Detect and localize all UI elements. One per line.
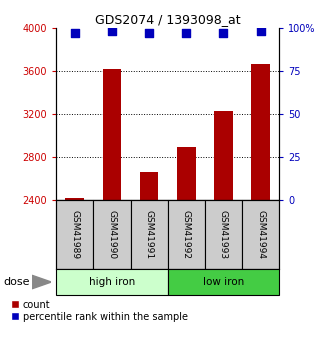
Text: low iron: low iron [203,277,244,287]
Point [109,28,115,34]
Text: GSM41990: GSM41990 [108,210,117,259]
Point [221,30,226,36]
Bar [168,269,279,295]
Bar [93,200,131,269]
Legend: count, percentile rank within the sample: count, percentile rank within the sample [11,300,188,322]
Bar [140,172,159,200]
Text: GSM41991: GSM41991 [145,210,154,259]
Bar [103,69,121,200]
Text: high iron: high iron [89,277,135,287]
Bar [205,200,242,269]
Polygon shape [32,275,51,289]
Point [147,30,152,36]
Bar [56,269,168,295]
Bar [177,147,195,200]
Bar [242,200,279,269]
Title: GDS2074 / 1393098_at: GDS2074 / 1393098_at [95,13,240,27]
Text: GSM41989: GSM41989 [70,210,79,259]
Bar [65,198,84,200]
Text: GSM41992: GSM41992 [182,210,191,259]
Bar [56,200,93,269]
Point [184,30,189,36]
Bar [131,200,168,269]
Bar [251,64,270,200]
Bar [168,200,205,269]
Text: GSM41994: GSM41994 [256,210,265,259]
Text: dose: dose [3,277,30,287]
Text: GSM41993: GSM41993 [219,210,228,259]
Point [72,30,77,36]
Point [258,28,263,34]
Bar [214,111,233,200]
